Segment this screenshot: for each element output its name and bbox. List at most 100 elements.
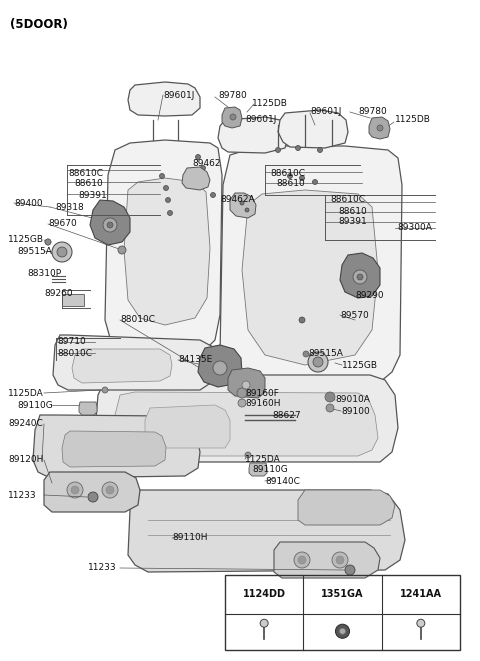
- Text: 89160H: 89160H: [245, 399, 280, 408]
- Polygon shape: [79, 402, 97, 415]
- Text: 1125DA: 1125DA: [8, 389, 44, 397]
- Polygon shape: [340, 253, 380, 298]
- Polygon shape: [128, 490, 405, 572]
- Circle shape: [213, 361, 227, 375]
- Text: 89110G: 89110G: [17, 401, 53, 410]
- Polygon shape: [145, 405, 230, 448]
- Circle shape: [325, 392, 335, 402]
- Circle shape: [276, 147, 280, 153]
- Text: 88610: 88610: [276, 180, 305, 188]
- Circle shape: [106, 486, 114, 494]
- Circle shape: [102, 482, 118, 498]
- Text: 89462: 89462: [192, 159, 220, 167]
- Polygon shape: [62, 431, 166, 467]
- Text: 89462A: 89462A: [220, 196, 254, 204]
- Text: 89710: 89710: [57, 338, 86, 346]
- Polygon shape: [33, 415, 200, 478]
- Text: 84135E: 84135E: [178, 356, 212, 364]
- Polygon shape: [278, 110, 348, 148]
- Circle shape: [353, 270, 367, 284]
- Text: 89515A: 89515A: [308, 350, 343, 358]
- Circle shape: [242, 381, 250, 389]
- Text: 1241AA: 1241AA: [400, 589, 442, 599]
- Polygon shape: [242, 190, 378, 365]
- Text: 1125GB: 1125GB: [8, 235, 44, 243]
- Polygon shape: [274, 542, 380, 578]
- Polygon shape: [72, 349, 172, 383]
- Circle shape: [317, 147, 323, 153]
- Circle shape: [308, 352, 328, 372]
- Circle shape: [245, 208, 249, 212]
- Text: 89300A: 89300A: [397, 223, 432, 233]
- Polygon shape: [105, 140, 222, 350]
- Circle shape: [240, 201, 244, 205]
- Text: 89260: 89260: [44, 288, 72, 297]
- Circle shape: [245, 452, 251, 458]
- Text: 89670: 89670: [48, 219, 77, 229]
- Circle shape: [294, 552, 310, 568]
- Circle shape: [88, 492, 98, 502]
- Text: 89120H: 89120H: [8, 455, 43, 465]
- Text: 88610C: 88610C: [330, 196, 365, 204]
- Circle shape: [118, 246, 126, 254]
- Text: 11233: 11233: [88, 563, 117, 572]
- Polygon shape: [220, 146, 402, 382]
- Polygon shape: [53, 335, 218, 390]
- Circle shape: [326, 404, 334, 412]
- Circle shape: [345, 565, 355, 575]
- Text: 89318: 89318: [55, 202, 84, 212]
- Text: 89110H: 89110H: [172, 533, 207, 543]
- Text: 11233: 11233: [8, 490, 36, 500]
- Text: 1125GB: 1125GB: [342, 360, 378, 369]
- Circle shape: [313, 357, 323, 367]
- Text: 89400: 89400: [14, 198, 43, 208]
- Text: 89110G: 89110G: [252, 465, 288, 475]
- Circle shape: [71, 486, 79, 494]
- Circle shape: [300, 176, 304, 180]
- Circle shape: [312, 180, 317, 184]
- Circle shape: [296, 145, 300, 151]
- Circle shape: [67, 482, 83, 498]
- Text: 89570: 89570: [340, 311, 369, 319]
- Text: 89601J: 89601J: [310, 108, 341, 116]
- Text: 89391: 89391: [78, 190, 107, 200]
- Circle shape: [238, 399, 246, 407]
- Circle shape: [211, 192, 216, 198]
- Polygon shape: [298, 490, 395, 525]
- Text: 1125DB: 1125DB: [252, 98, 288, 108]
- Circle shape: [339, 628, 346, 635]
- Circle shape: [260, 619, 268, 627]
- Circle shape: [107, 222, 113, 228]
- Circle shape: [45, 239, 51, 245]
- Polygon shape: [230, 193, 256, 218]
- Circle shape: [230, 114, 236, 120]
- Text: 88610: 88610: [74, 180, 103, 188]
- Text: 89010A: 89010A: [335, 395, 370, 405]
- Text: 88610C: 88610C: [68, 169, 103, 178]
- Text: 89391: 89391: [338, 217, 367, 227]
- Text: 88310P: 88310P: [27, 268, 61, 278]
- Circle shape: [377, 125, 383, 131]
- Text: 89515A: 89515A: [17, 247, 52, 256]
- Polygon shape: [124, 178, 210, 325]
- Circle shape: [332, 552, 348, 568]
- Circle shape: [303, 351, 309, 357]
- Circle shape: [102, 387, 108, 393]
- Text: 1351GA: 1351GA: [321, 589, 364, 599]
- Text: 1125DA: 1125DA: [245, 455, 281, 463]
- Text: 89100: 89100: [341, 407, 370, 416]
- Circle shape: [168, 210, 172, 215]
- Text: 88010C: 88010C: [57, 348, 92, 358]
- Text: 89780: 89780: [218, 91, 247, 100]
- Polygon shape: [222, 107, 242, 128]
- Polygon shape: [182, 167, 210, 190]
- Text: 88610: 88610: [338, 206, 367, 215]
- Circle shape: [159, 173, 165, 178]
- Polygon shape: [90, 200, 130, 245]
- Polygon shape: [218, 117, 288, 153]
- Circle shape: [166, 198, 170, 202]
- Text: 89160F: 89160F: [245, 389, 279, 397]
- Text: 89140C: 89140C: [265, 477, 300, 485]
- Polygon shape: [369, 117, 390, 139]
- Polygon shape: [115, 392, 378, 456]
